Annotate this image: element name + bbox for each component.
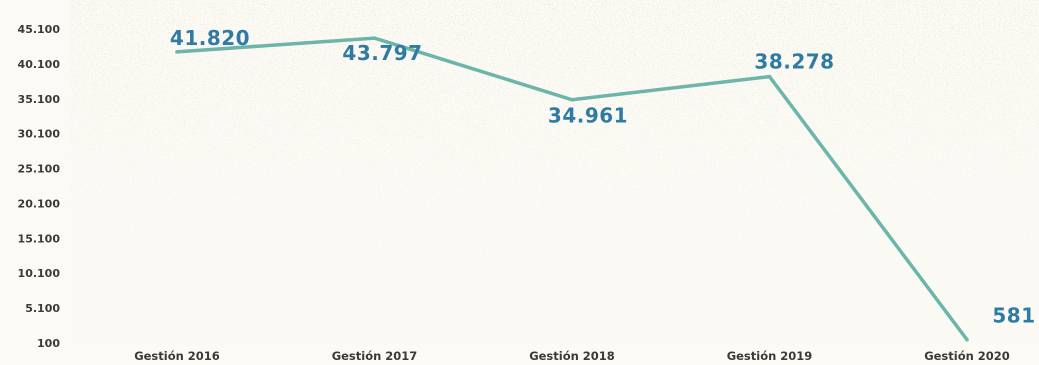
y-tick-label: 5.100 (25, 302, 60, 315)
data-point (965, 337, 969, 342)
data-point (175, 50, 179, 54)
data-point (767, 74, 772, 79)
x-tick-label: Gestión 2016 (134, 349, 220, 363)
x-tick-label: Gestión 2019 (727, 349, 813, 363)
paper-texture (70, 0, 1039, 345)
y-tick-label: 100 (37, 337, 60, 350)
data-point (372, 36, 377, 40)
y-tick-label: 35.100 (18, 93, 61, 106)
data-label: 41.820 (170, 26, 250, 50)
x-axis: Gestión 2016 Gestión 2017 Gestión 2018 Gest… (134, 349, 1010, 363)
data-label: 38.278 (754, 50, 834, 74)
x-tick-label: Gestión 2017 (332, 349, 418, 363)
y-tick-label: 25.100 (18, 163, 61, 176)
data-label: 34.961 (548, 104, 628, 128)
y-tick-label: 40.100 (18, 58, 61, 71)
series-line-group (175, 36, 969, 342)
data-point (570, 97, 574, 102)
data-labels: 41.820 43.797 34.961 38.278 581 (170, 26, 1035, 328)
y-tick-label: 15.100 (18, 232, 61, 245)
y-tick-label: 10.100 (18, 267, 61, 280)
y-tick-label: 30.100 (18, 128, 61, 141)
data-label: 43.797 (342, 41, 422, 65)
y-tick-label: 45.100 (18, 23, 61, 36)
data-label: 581 (992, 304, 1035, 328)
y-axis: 100 5.100 10.100 15.100 20.100 25.100 30.100 35… (18, 23, 61, 350)
y-tick-label: 20.100 (18, 197, 61, 210)
x-tick-label: Gestión 2018 (529, 349, 615, 363)
x-tick-label: Gestión 2020 (924, 349, 1010, 363)
